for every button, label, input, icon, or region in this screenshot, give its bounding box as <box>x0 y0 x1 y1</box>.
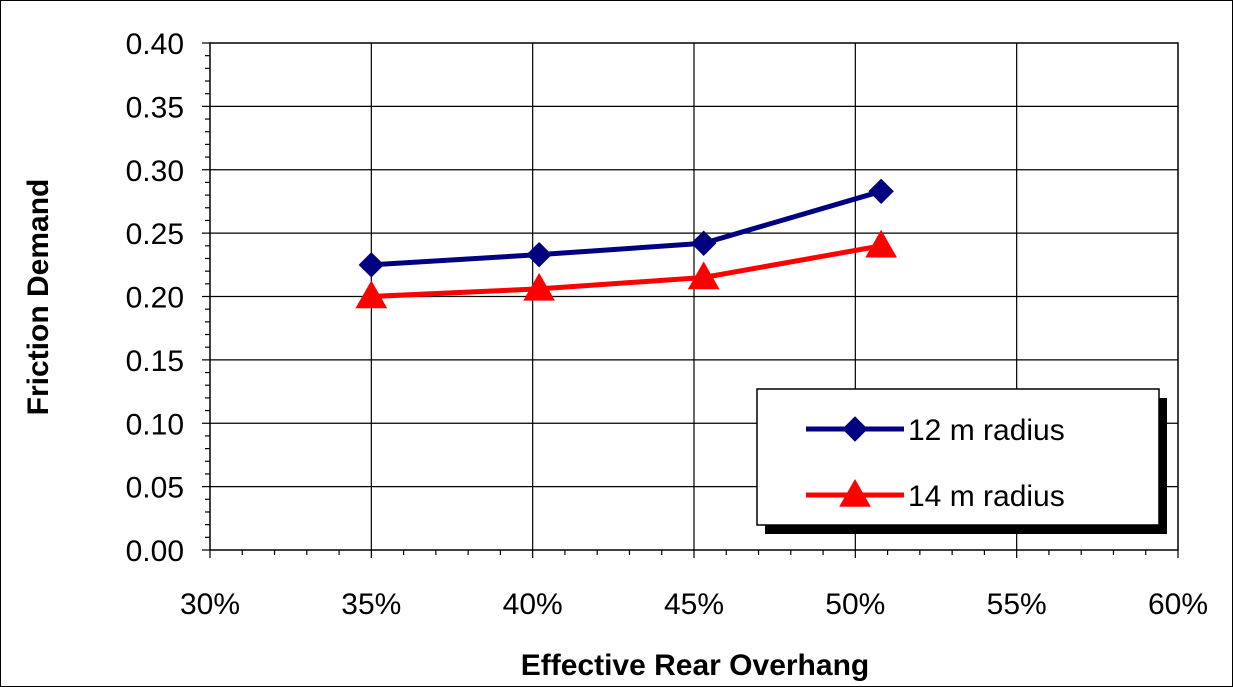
y-tick-label: 0.20 <box>126 282 184 315</box>
y-tick-label: 0.10 <box>126 408 184 441</box>
series-2 <box>355 229 898 309</box>
legend-entry-1: 12 m radius <box>806 414 1065 447</box>
series-layer <box>355 178 898 309</box>
y-tick-label: 0.15 <box>126 345 184 378</box>
legend-box <box>756 388 1160 526</box>
legend-entry-2: 14 m radius <box>806 478 1065 513</box>
y-tick-label: 0.40 <box>126 28 184 61</box>
x-tick-label: 30% <box>180 588 240 621</box>
x-tick-label: 35% <box>341 588 401 621</box>
legend-marker <box>842 416 868 442</box>
minor-ticks <box>202 42 1179 558</box>
series-line <box>371 188 882 268</box>
data-point <box>358 252 385 278</box>
legend-marker <box>839 478 871 507</box>
x-tick-label: 55% <box>987 588 1047 621</box>
y-tick-label: 0.25 <box>126 218 184 251</box>
data-point <box>526 241 552 268</box>
legend-label: 14 m radius <box>908 480 1065 513</box>
y-tick-label: 0.35 <box>126 91 184 124</box>
data-point <box>690 230 717 256</box>
y-tick-label: 0.30 <box>126 155 184 188</box>
data-point <box>355 280 388 309</box>
x-tick-label: 60% <box>1148 588 1208 621</box>
data-point <box>865 229 898 258</box>
x-axis-title: Effective Rear Overhang <box>521 649 869 682</box>
x-tick-label: 50% <box>825 588 885 621</box>
series-line <box>371 243 882 299</box>
y-tick-label: 0.05 <box>126 472 184 505</box>
legend: 12 m radius 14 m radius <box>756 388 1167 534</box>
x-tick-label: 40% <box>503 588 563 621</box>
y-tick-labels: 0.00 0.05 0.10 0.15 0.20 0.25 0.30 0.35 0.40 <box>126 28 184 568</box>
y-tick-label: 0.00 <box>126 535 184 568</box>
x-tick-labels: 30% 35% 40% 45% 50% 55% 60% <box>180 588 1208 621</box>
legend-label: 12 m radius <box>908 414 1065 447</box>
x-tick-label: 45% <box>664 588 724 621</box>
legend-entries: 12 m radius 14 m radius <box>806 414 1065 513</box>
series-1 <box>358 178 894 278</box>
data-point <box>687 261 720 290</box>
y-axis-title: Friction Demand <box>22 179 55 416</box>
data-point <box>868 178 894 205</box>
data-point <box>523 272 555 301</box>
